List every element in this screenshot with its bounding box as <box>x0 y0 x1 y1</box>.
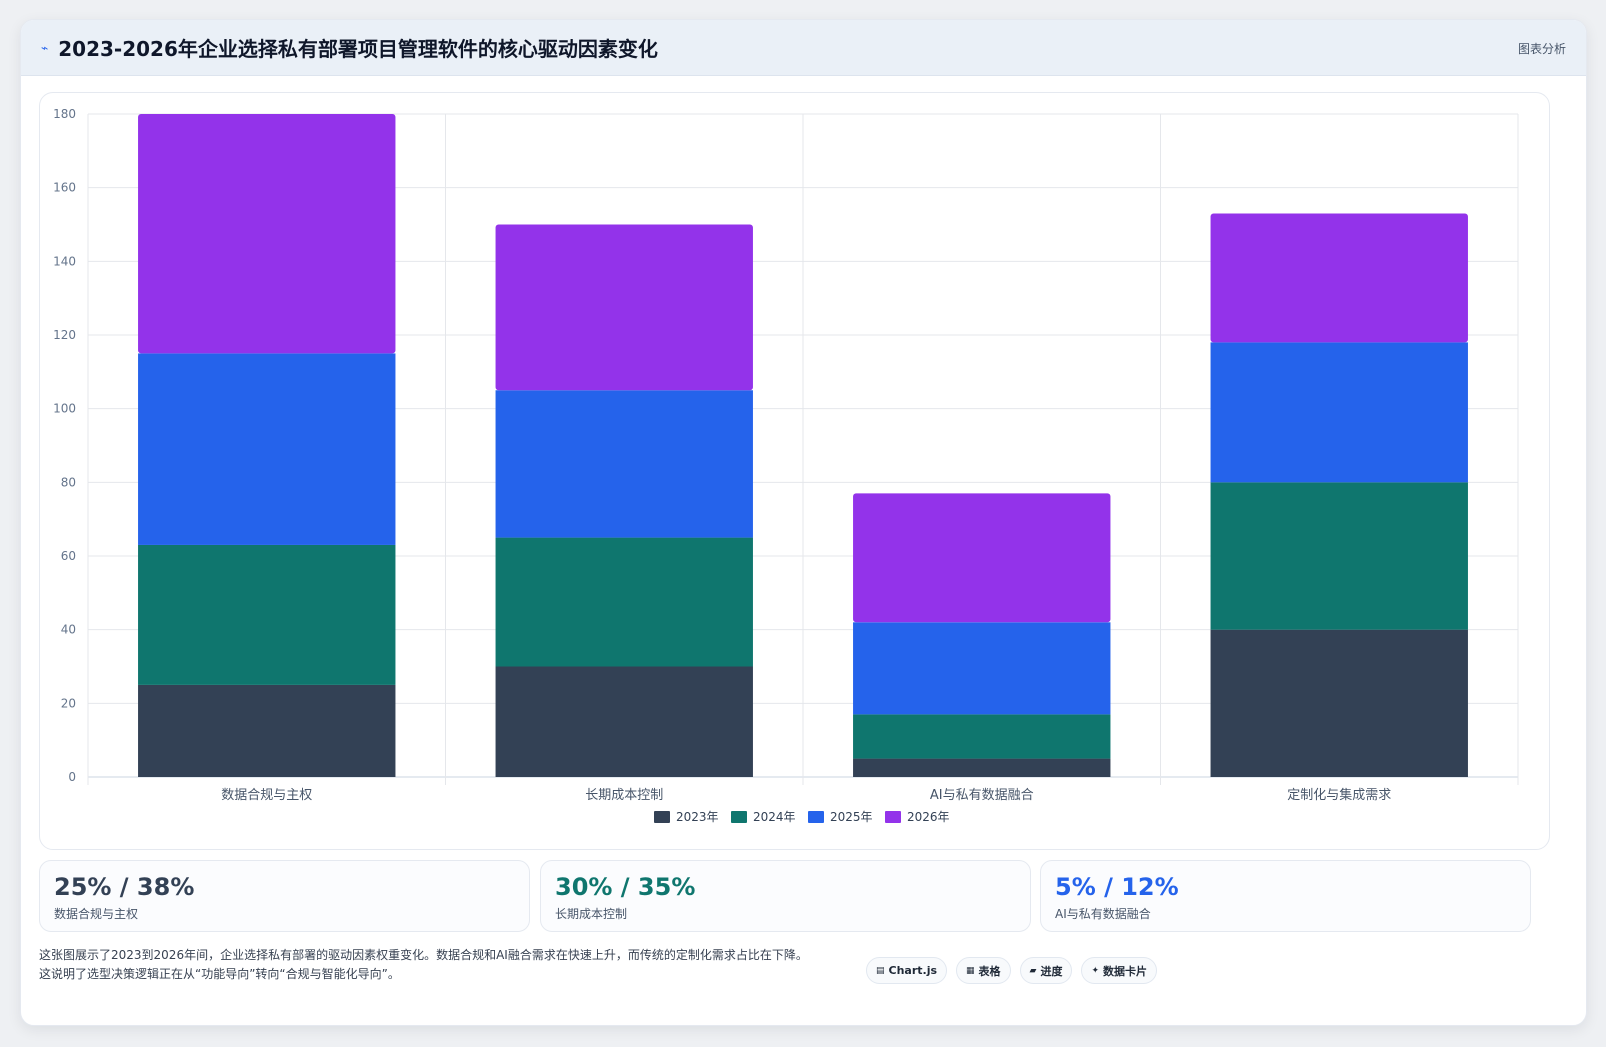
bar-segment <box>853 493 1111 623</box>
bar-segment <box>138 353 396 545</box>
card-header: ⌁ 2023-2026年企业选择私有部署项目管理软件的核心驱动因素变化 图表分析 <box>21 20 1586 76</box>
bar-segment <box>495 390 753 538</box>
bar-segment <box>1210 213 1468 343</box>
y-tick-label: 120 <box>53 328 76 342</box>
chart-card: ⌁ 2023-2026年企业选择私有部署项目管理软件的核心驱动因素变化 图表分析… <box>20 19 1587 1026</box>
y-tick-label: 100 <box>53 402 76 416</box>
legend-swatch <box>808 811 824 823</box>
trend-line-icon: ⌁ <box>41 40 49 55</box>
description-line: 这说明了选型决策逻辑正在从“功能导向”转向“合规与智能化导向”。 <box>39 967 400 981</box>
stat-label: 长期成本控制 <box>555 907 628 921</box>
y-tick-label: 80 <box>61 475 76 489</box>
sparkle-icon: ✦ <box>1091 965 1100 976</box>
stat-label: 数据合规与主权 <box>54 907 139 921</box>
bar-segment <box>853 714 1111 759</box>
legend-label: 2023年 <box>676 810 719 824</box>
chip-table[interactable]: ▦ 表格 <box>956 957 1011 984</box>
stacked-bar-chart: 0 20 40 60 80 100 120 140 160 180 数据合规与主权 长期成本控制 AI与… <box>53 107 1519 824</box>
stat-value: 25% / 38% <box>54 873 195 901</box>
chip-label: 数据卡片 <box>1103 964 1148 978</box>
progress-icon: ▰ <box>1029 965 1037 976</box>
stat-card-compliance: 25% / 38% 数据合规与主权 <box>39 860 530 932</box>
chip-label: 进度 <box>1040 964 1063 978</box>
bar-segment <box>138 544 396 685</box>
y-tick-label: 180 <box>53 107 76 121</box>
x-tick-label: 数据合规与主权 <box>221 787 312 803</box>
chip-label: 表格 <box>978 964 1001 978</box>
legend-label: 2024年 <box>753 810 796 824</box>
legend-swatch <box>885 811 901 823</box>
stat-card-ai: 5% / 12% AI与私有数据融合 <box>1040 860 1531 932</box>
bar-segment <box>1210 342 1468 483</box>
x-tick-label: AI与私有数据融合 <box>930 788 1034 803</box>
table-icon: ▦ <box>966 965 975 976</box>
bar-segment <box>853 622 1111 715</box>
chip-data-card[interactable]: ✦ 数据卡片 <box>1081 957 1158 984</box>
y-tick-label: 40 <box>61 623 76 637</box>
chip-group: ▤ Chart.js ▦ 表格 ▰ 进度 ✦ 数据卡片 <box>866 957 1158 984</box>
stat-value: 30% / 35% <box>555 873 696 901</box>
legend-swatch <box>654 811 670 823</box>
bar-segment <box>495 666 753 777</box>
chip-chartjs[interactable]: ▤ Chart.js <box>866 957 948 984</box>
description-line: 这张图展示了2023到2026年间，企业选择私有部署的驱动因素权重变化。数据合规… <box>39 948 808 962</box>
y-tick-label: 160 <box>53 181 76 195</box>
bar-segment <box>495 224 753 391</box>
chip-progress[interactable]: ▰ 进度 <box>1019 957 1073 984</box>
legend-label: 2025年 <box>830 810 873 824</box>
x-tick-label: 定制化与集成需求 <box>1287 787 1391 803</box>
bar-segment <box>138 684 396 777</box>
legend-label: 2026年 <box>907 810 950 824</box>
legend-swatch <box>731 811 747 823</box>
y-tick-label: 0 <box>68 770 76 784</box>
stat-label: AI与私有数据融合 <box>1055 907 1151 921</box>
chart-container: 0 20 40 60 80 100 120 140 160 180 数据合规与主权 长期成本控制 AI与… <box>39 92 1550 850</box>
page-title: 2023-2026年企业选择私有部署项目管理软件的核心驱动因素变化 <box>58 37 658 61</box>
y-tick-label: 20 <box>61 696 76 710</box>
y-tick-label: 60 <box>61 549 76 563</box>
chart-description: 这张图展示了2023到2026年间，企业选择私有部署的驱动因素权重变化。数据合规… <box>39 946 859 984</box>
x-tick-label: 长期成本控制 <box>585 788 663 803</box>
chart-icon: ▤ <box>876 965 885 976</box>
bar-segment <box>495 537 753 667</box>
bar-segment <box>138 114 396 354</box>
y-tick-label: 140 <box>53 254 76 268</box>
bar-segment <box>853 758 1111 777</box>
stat-card-cost: 30% / 35% 长期成本控制 <box>540 860 1031 932</box>
bar-segment <box>1210 482 1468 630</box>
stat-value: 5% / 12% <box>1055 873 1179 901</box>
header-tag: 图表分析 <box>1517 42 1566 56</box>
chip-label: Chart.js <box>888 964 938 977</box>
bar-segment <box>1210 629 1468 777</box>
